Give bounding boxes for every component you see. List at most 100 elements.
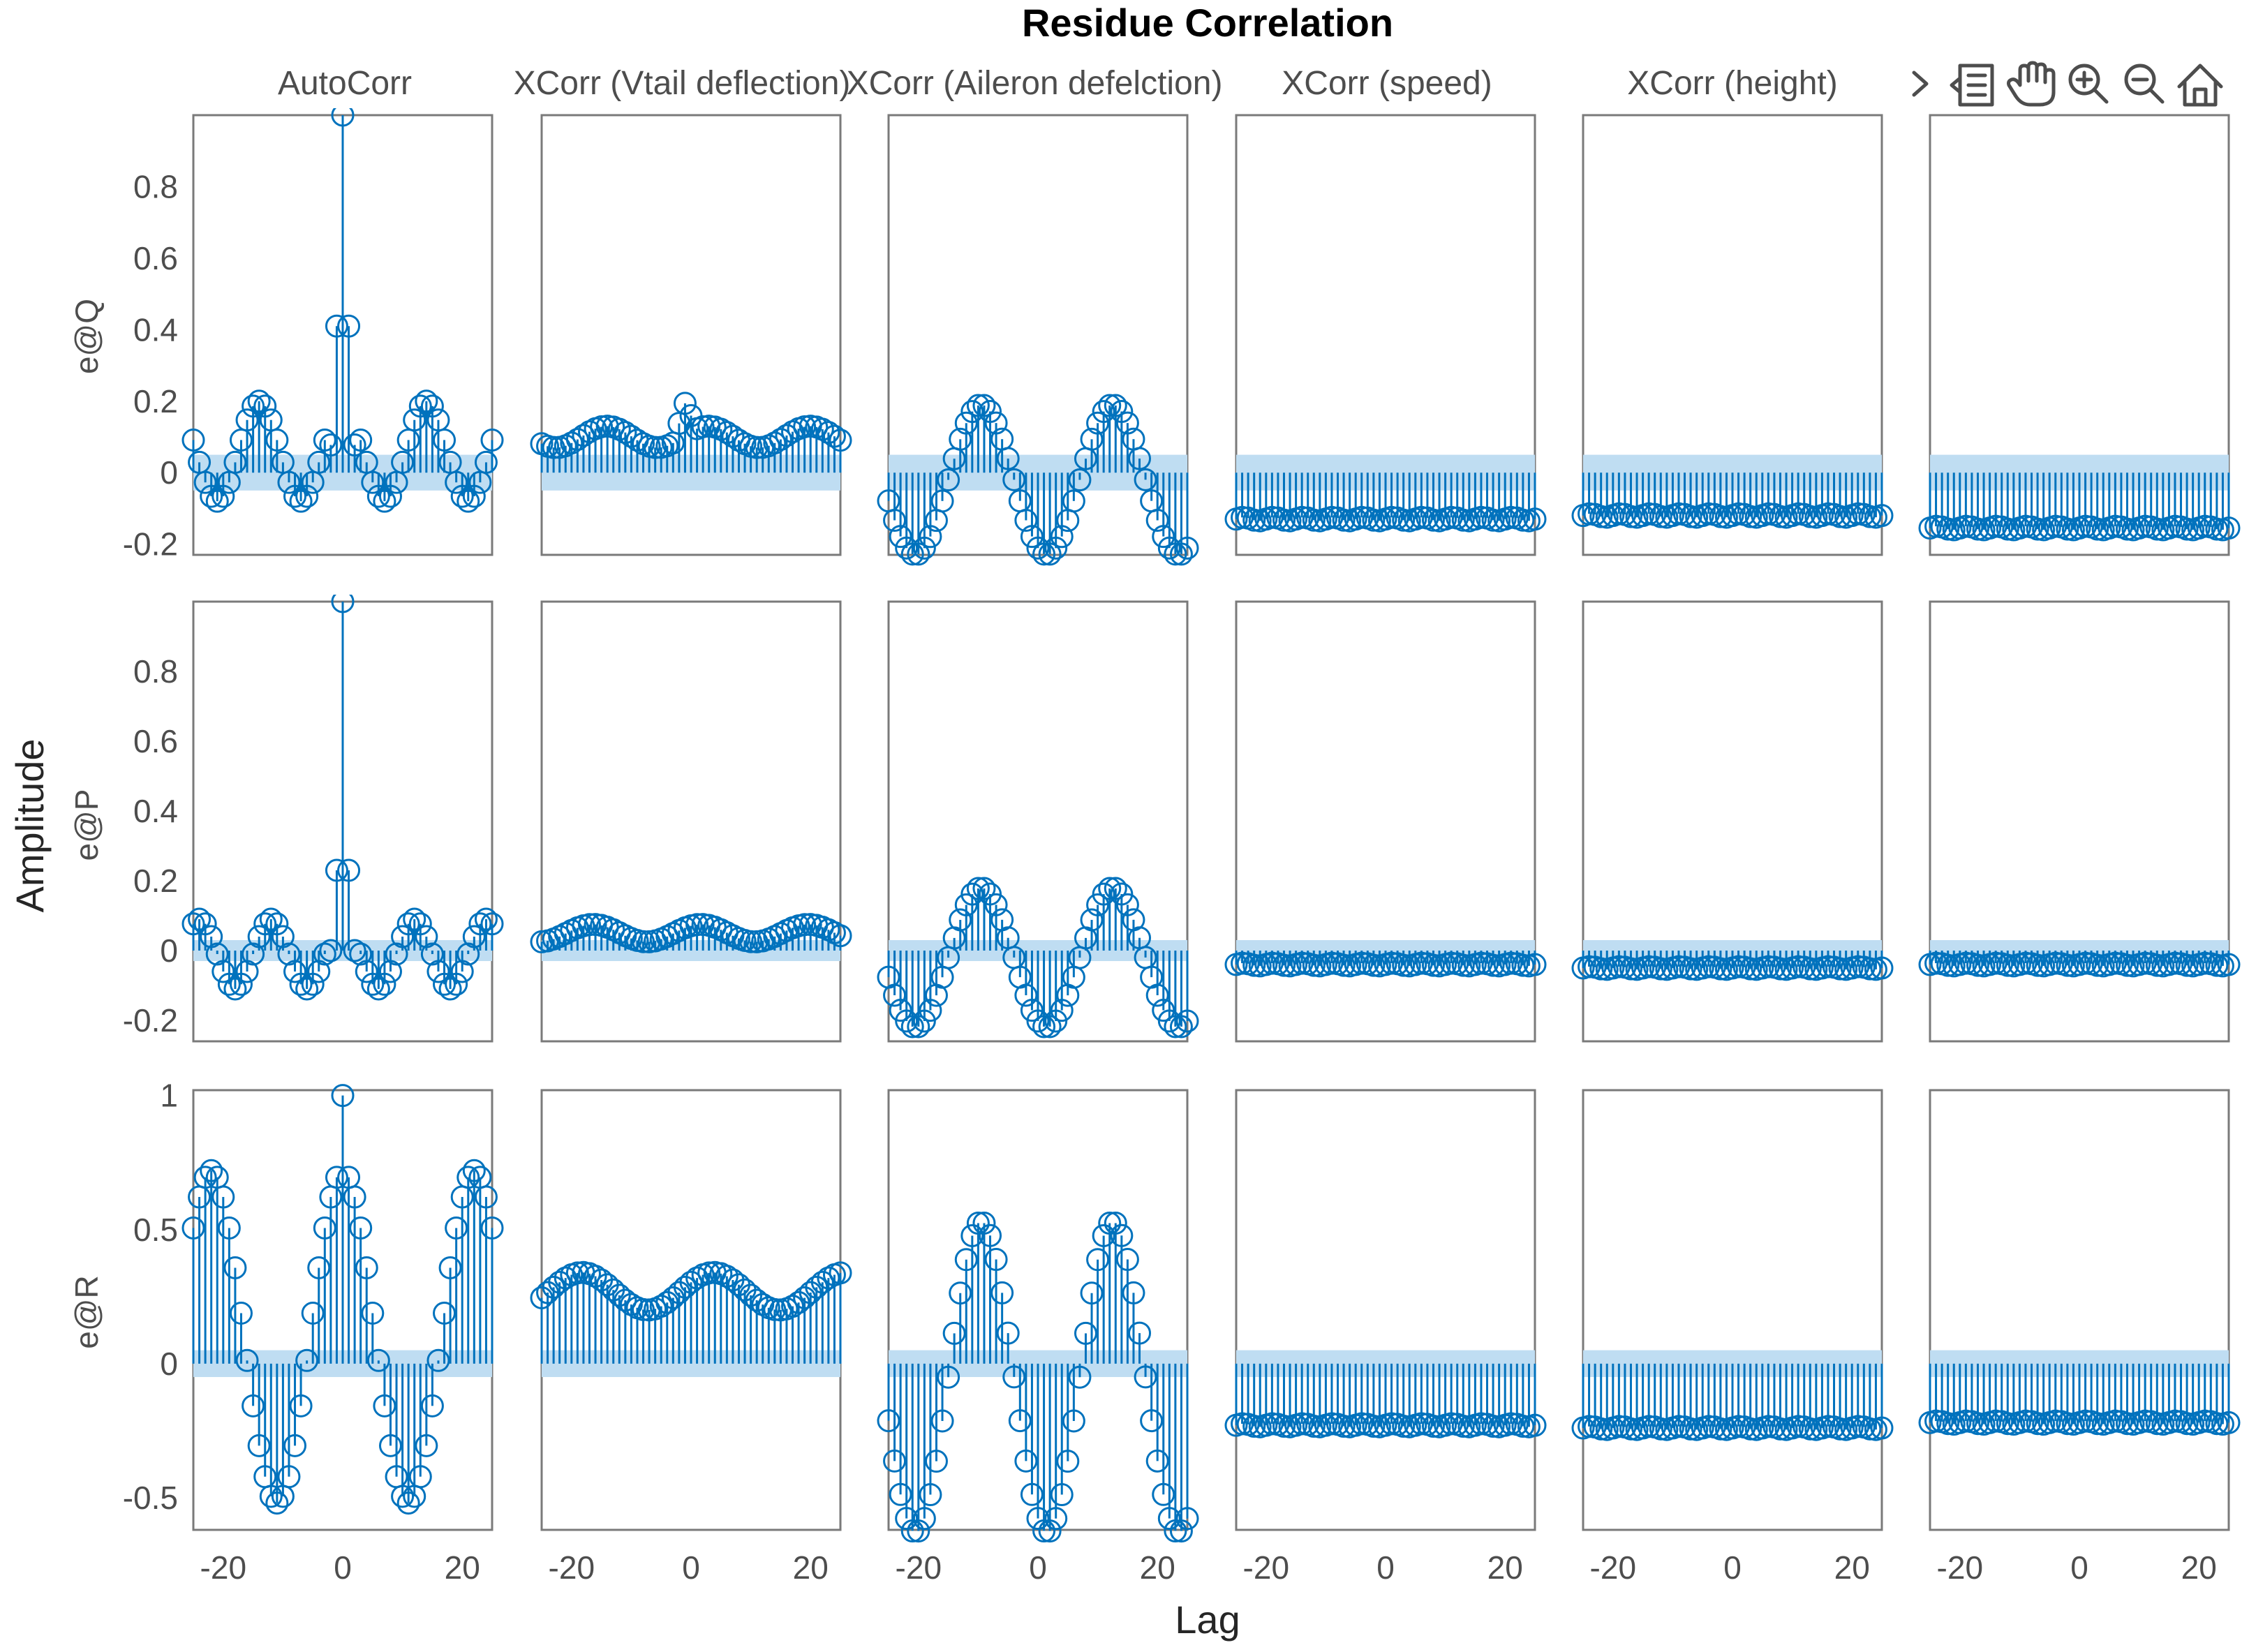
stem-marker — [2133, 1409, 2157, 1433]
stem-marker — [1709, 1417, 1732, 1441]
stem-marker — [954, 1248, 978, 1272]
column-titles: AutoCorr XCorr (Vtail deflection) XCorr … — [278, 65, 1838, 102]
stem-marker — [979, 400, 1002, 424]
row-label-eP: e@P — [68, 789, 105, 861]
stem-marker — [1332, 1415, 1356, 1438]
stem-marker — [930, 1409, 954, 1433]
y-tick-label: -0.5 — [123, 1480, 178, 1516]
stem-marker — [942, 1321, 966, 1345]
stem-marker — [1679, 1417, 1702, 1441]
stem-marker — [229, 972, 253, 996]
column-title-speed: XCorr (speed) — [1282, 65, 1492, 102]
stem-marker — [438, 977, 462, 1001]
stem-marker — [1002, 468, 1026, 491]
stem-marker — [1164, 1519, 1187, 1543]
stem-marker — [2205, 953, 2229, 977]
stem-marker — [584, 1265, 607, 1288]
stem-marker — [1523, 507, 1547, 531]
stem-marker — [565, 1261, 589, 1285]
stem-marker — [1409, 1412, 1433, 1436]
stem-marker — [211, 484, 235, 508]
data-tips-icon[interactable] — [1950, 64, 1994, 107]
stem-marker — [912, 536, 936, 560]
stem-marker — [972, 394, 996, 417]
stem-marker — [1320, 951, 1344, 975]
figure-title: Residue Correlation — [1022, 1, 1393, 45]
stem-marker — [445, 972, 468, 996]
stem-marker — [217, 972, 241, 996]
stem-marker — [247, 925, 271, 948]
stem-marker — [924, 1450, 948, 1473]
stem-marker — [984, 893, 1008, 916]
stem-marker — [1014, 1449, 1038, 1473]
stem-marker — [433, 429, 457, 452]
stem-marker — [391, 925, 415, 948]
y-tick-label: 0.2 — [133, 383, 178, 419]
stem-marker — [259, 907, 283, 931]
home-icon[interactable] — [2177, 64, 2223, 107]
expand-arrow-icon[interactable] — [1906, 63, 1933, 105]
stem-marker — [1511, 953, 1535, 977]
stem-marker — [1936, 953, 1960, 977]
stem-marker — [200, 484, 223, 508]
zoom-out-icon[interactable] — [2124, 64, 2165, 104]
stem-marker — [1242, 953, 1266, 977]
stem-marker — [966, 877, 990, 900]
stem-marker — [319, 939, 343, 962]
stem-marker — [1164, 542, 1187, 566]
subplot-axes — [530, 114, 852, 556]
stem-marker — [1152, 525, 1175, 549]
stem-marker — [474, 1185, 498, 1209]
stem-marker — [420, 942, 444, 966]
stem-marker — [211, 960, 235, 983]
stem-marker — [1092, 882, 1115, 906]
x-tick-label: 0 — [2070, 1549, 2088, 1586]
stem-marker — [181, 1216, 205, 1240]
stem-marker — [480, 429, 504, 452]
pan-hand-icon[interactable] — [2007, 61, 2056, 107]
zoom-in-icon[interactable] — [2068, 64, 2109, 104]
stem-marker — [1667, 955, 1691, 978]
stem-marker — [1068, 468, 1092, 492]
stem-marker — [1157, 1507, 1181, 1531]
stem-marker — [1074, 1321, 1097, 1345]
stem-marker — [1954, 951, 1977, 975]
stem-marker — [277, 942, 301, 966]
stem-marker — [1858, 957, 1882, 981]
stem-marker — [817, 1266, 840, 1290]
stem-marker — [1020, 999, 1044, 1022]
stem-marker — [391, 1484, 415, 1508]
stem-marker — [2145, 1412, 2169, 1436]
stem-marker — [1260, 951, 1284, 975]
subplot-axes — [877, 114, 1199, 566]
stem-marker — [426, 960, 450, 983]
stem-marker — [912, 1507, 936, 1531]
stem-marker — [907, 1015, 930, 1039]
stem-marker — [331, 595, 355, 613]
stem-marker — [1175, 536, 1199, 560]
stem-marker — [972, 877, 996, 900]
stem-marker — [990, 1281, 1014, 1304]
stem-marker — [1649, 957, 1672, 981]
stem-marker — [1157, 1009, 1181, 1033]
stem-marker — [396, 1491, 420, 1515]
stem-marker — [2205, 1412, 2229, 1436]
stem-marker — [1134, 1365, 1157, 1389]
stem-marker — [960, 882, 984, 906]
stem-marker — [1044, 1009, 1068, 1033]
stem-marker — [907, 542, 930, 566]
stem-marker — [781, 1295, 805, 1318]
stem-marker — [468, 912, 492, 936]
stem-marker — [319, 433, 343, 457]
stem-marker — [2086, 1412, 2109, 1436]
stem-marker — [2086, 953, 2109, 977]
stem-marker — [1050, 1483, 1074, 1507]
stem-marker — [1954, 1409, 1977, 1433]
stem-marker — [283, 1434, 307, 1457]
stem-marker — [1302, 1415, 1326, 1438]
stem-marker — [295, 1348, 319, 1372]
stem-marker — [378, 1434, 402, 1457]
stem-marker — [1080, 908, 1104, 932]
stem-marker — [188, 907, 211, 931]
